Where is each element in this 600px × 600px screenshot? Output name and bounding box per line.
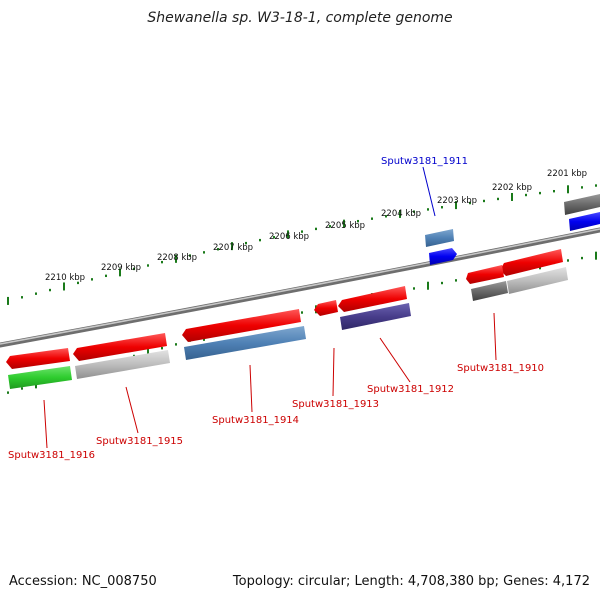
outer-ruler xyxy=(7,184,597,305)
leader-line-1910 xyxy=(493,312,497,361)
gene-feature-1916 xyxy=(6,348,70,369)
genome-backbone xyxy=(0,227,600,348)
gene-label-1916: Sputw3181_1916 xyxy=(8,450,95,461)
gene-feature xyxy=(507,267,568,294)
kbp-label: 2203 kbp xyxy=(437,196,477,206)
kbp-label: 2201 kbp xyxy=(547,169,587,179)
kbp-label: 2207 kbp xyxy=(213,243,253,253)
reverse-strand-features xyxy=(6,249,568,389)
kbp-label: 2206 kbp xyxy=(269,232,309,242)
leader-line-1911 xyxy=(422,166,436,217)
gene-label-1915: Sputw3181_1915 xyxy=(96,436,183,447)
gene-labels: Sputw3181_1911 Sputw3181_1910 Sputw3181_… xyxy=(8,156,544,461)
gene-feature xyxy=(340,303,411,330)
gene-feature xyxy=(75,350,170,379)
gene-feature-1912 xyxy=(338,286,407,312)
kbp-label: 2208 kbp xyxy=(157,253,197,263)
gene-feature xyxy=(569,212,600,231)
gene-feature-1913 xyxy=(314,300,338,316)
leader-line-1914 xyxy=(249,364,253,413)
gene-feature-1914 xyxy=(182,309,301,342)
kbp-label: 2209 kbp xyxy=(101,263,141,273)
kbp-label: 2210 kbp xyxy=(45,273,85,283)
gene-feature xyxy=(564,194,600,215)
kbp-label: 2204 kbp xyxy=(381,209,421,219)
gene-label-1912: Sputw3181_1912 xyxy=(367,384,454,395)
forward-strand-features xyxy=(425,194,600,265)
gene-label-1910: Sputw3181_1910 xyxy=(457,363,544,374)
leader-line-1912 xyxy=(379,337,411,383)
gene-feature-1911 xyxy=(425,229,454,247)
genome-backbone-highlight xyxy=(0,228,600,345)
kbp-labels: 2201 kbp 2202 kbp 2203 kbp 2204 kbp 2205… xyxy=(45,169,587,283)
leader-line-1913 xyxy=(332,347,335,397)
gene-feature xyxy=(8,366,72,389)
gene-label-1913: Sputw3181_1913 xyxy=(292,399,379,410)
gene-feature xyxy=(429,248,457,265)
gene-feature xyxy=(184,326,306,360)
gene-feature-1910 xyxy=(500,249,563,276)
gene-label-1914: Sputw3181_1914 xyxy=(212,415,299,426)
topology-text: Topology: circular; Length: 4,708,380 bp… xyxy=(232,574,590,589)
map-title: Shewanella sp. W3-18-1, complete genome xyxy=(147,10,453,26)
gene-feature xyxy=(466,265,504,284)
gene-feature-1915 xyxy=(73,333,167,361)
kbp-label: 2205 kbp xyxy=(325,221,365,231)
leader-line-1916 xyxy=(43,399,48,449)
accession-text: Accession: NC_008750 xyxy=(9,574,157,589)
gene-label-1911: Sputw3181_1911 xyxy=(381,156,468,167)
gene-feature xyxy=(471,281,508,301)
leader-line-1915 xyxy=(125,386,139,434)
kbp-label: 2202 kbp xyxy=(492,183,532,193)
leader-lines xyxy=(43,166,497,449)
